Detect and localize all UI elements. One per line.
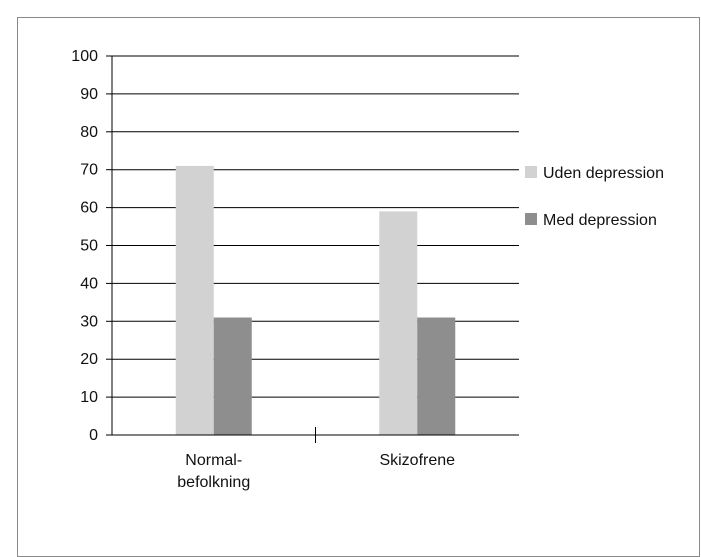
x-category-label: Skizofrene (379, 452, 455, 469)
y-tick-label: 100 (71, 48, 98, 65)
grid-lines (112, 55, 519, 398)
x-category-label: Normal-befolkning (177, 452, 250, 491)
y-tick-label: 0 (89, 427, 98, 444)
y-tick-label: 70 (80, 162, 98, 179)
legend-label: Uden depression (543, 165, 664, 182)
y-tick-label: 40 (80, 275, 98, 292)
y-tick-label: 20 (80, 351, 98, 368)
bar (213, 317, 252, 435)
legend-label: Med depression (543, 212, 657, 229)
bars (175, 165, 456, 435)
y-tick-label: 30 (80, 313, 98, 330)
bar-chart: 0 10 20 30 40 50 60 70 80 90 100 Normal-befolkning… (71, 48, 664, 491)
bar (417, 317, 456, 435)
x-axis-category-labels: Normal-befolkning Skizofrene (177, 452, 455, 491)
legend-swatch (525, 166, 537, 178)
axes (111, 56, 519, 443)
legend: Uden depression Med depression (525, 165, 664, 229)
bar (175, 165, 214, 435)
bar (379, 211, 418, 435)
y-tick-label: 90 (80, 86, 98, 103)
chart-frame: 0 10 20 30 40 50 60 70 80 90 100 Normal-befolkning… (17, 17, 700, 557)
y-tick-label: 80 (80, 124, 98, 141)
legend-swatch (525, 213, 537, 225)
y-tick-label: 50 (80, 238, 98, 255)
y-tick-label: 10 (80, 389, 98, 406)
y-tick-label: 60 (80, 200, 98, 217)
y-axis-ticks: 0 10 20 30 40 50 60 70 80 90 100 (71, 48, 112, 444)
